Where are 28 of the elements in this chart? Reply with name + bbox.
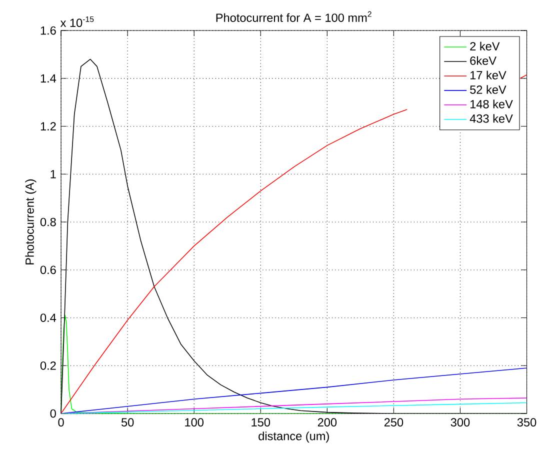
legend-label: 17 keV	[470, 70, 506, 80]
y-tick-label: 1	[50, 170, 56, 178]
line-series	[61, 402, 527, 414]
text: x 10$^{-15}$	[60, 16, 94, 28]
chart-title: Photocurrent for A = 100 mm$^{2}$	[216, 11, 372, 22]
y-tick-label: 1.4	[40, 74, 56, 83]
y-tick-label: 0.8	[40, 218, 56, 226]
x-tick-label: 100	[185, 418, 204, 427]
y-tick-label: 0.2	[40, 362, 56, 370]
y-axis-title: Photocurrent (A)	[25, 180, 36, 264]
y-tick-label: 0.4	[40, 314, 56, 322]
x-tick-label: 0	[58, 418, 64, 427]
y-tick-label: 1.6	[40, 26, 56, 35]
x-tick-label: 250	[384, 418, 404, 427]
legend-label: 148 keV	[470, 100, 513, 108]
y-tick-label: 0.6	[40, 266, 56, 274]
legend-label: 52 keV	[470, 85, 506, 94]
x-tick-label: 350	[517, 418, 536, 427]
y-tick-label: 0	[50, 409, 56, 418]
legend-label: 6keV	[470, 56, 496, 66]
x-tick-label: 150	[252, 418, 270, 427]
legend-label: 433 keV	[470, 114, 513, 123]
x-tick-label: 300	[450, 418, 470, 427]
x-axis-title: distance (um)	[258, 432, 329, 443]
x-tick-label: 50	[121, 418, 134, 427]
y-tick-label: 1.2	[40, 122, 56, 130]
x-tick-label: 200	[318, 418, 337, 427]
legend-label: 2 keV	[470, 42, 500, 51]
